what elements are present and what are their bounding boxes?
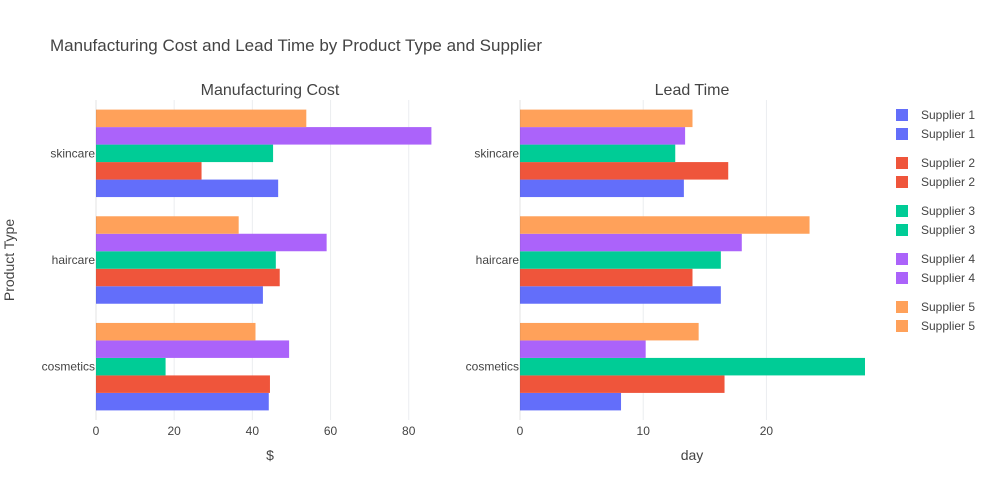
y-axis-title: Product Type xyxy=(1,219,17,301)
bar-skincare-supplier-2[interactable] xyxy=(96,162,202,180)
bar-haircare-supplier-1[interactable] xyxy=(96,286,263,304)
manufacturing-cost-panel: Manufacturing Cost $ 0 20 40 60 80 cosmetics h… xyxy=(42,82,432,463)
legend-swatch xyxy=(896,320,908,332)
bar-haircare-supplier-3[interactable] xyxy=(520,251,721,269)
legend-item-supplier-5[interactable]: Supplier 5 xyxy=(896,300,975,314)
legend-swatch xyxy=(896,224,908,236)
bar-cosmetics-supplier-3[interactable] xyxy=(96,357,166,376)
y-tick-label-haircare: haircare xyxy=(52,253,96,267)
bar-skincare-supplier-1[interactable] xyxy=(520,179,684,198)
legend-label: Supplier 5 xyxy=(921,319,975,333)
bar-haircare-supplier-4[interactable] xyxy=(520,233,742,252)
bar-cosmetics-supplier-2[interactable] xyxy=(520,375,725,393)
legend-swatch xyxy=(896,272,908,284)
legend-item-supplier-1[interactable]: Supplier 1 xyxy=(896,108,975,122)
legend-item-supplier-4[interactable]: Supplier 4 xyxy=(896,252,975,266)
bar-haircare-supplier-4[interactable] xyxy=(96,233,327,252)
bar-haircare-supplier-3[interactable] xyxy=(96,251,276,269)
bar-cosmetics-supplier-5[interactable] xyxy=(520,322,699,341)
bar-skincare-supplier-5[interactable] xyxy=(96,109,307,128)
bar-skincare-supplier-3[interactable] xyxy=(520,144,676,163)
legend-label: Supplier 3 xyxy=(921,223,975,237)
legend-label: Supplier 2 xyxy=(921,175,975,189)
bar-haircare-supplier-2[interactable] xyxy=(520,268,693,287)
bar-cosmetics-supplier-4[interactable] xyxy=(520,340,646,358)
lead-time-x-axis-title: day xyxy=(681,447,704,463)
x-tick-label: 10 xyxy=(637,424,651,438)
bar-skincare-supplier-4[interactable] xyxy=(520,127,686,145)
legend-item-supplier-4[interactable]: Supplier 4 xyxy=(896,271,975,285)
bar-haircare-supplier-1[interactable] xyxy=(520,286,721,304)
bar-skincare-supplier-3[interactable] xyxy=(96,144,274,163)
x-tick-label: 20 xyxy=(760,424,774,438)
bar-skincare-supplier-1[interactable] xyxy=(96,179,279,198)
legend-label: Supplier 1 xyxy=(921,127,975,141)
x-tick-label: 60 xyxy=(324,424,338,438)
bar-skincare-supplier-5[interactable] xyxy=(520,109,693,128)
y-tick-label-cosmetics: cosmetics xyxy=(466,360,519,374)
bar-cosmetics-supplier-3[interactable] xyxy=(520,357,865,376)
legend-label: Supplier 4 xyxy=(921,271,975,285)
legend-swatch xyxy=(896,301,908,313)
y-tick-label-haircare: haircare xyxy=(476,253,520,267)
legend-item-supplier-2[interactable]: Supplier 2 xyxy=(896,175,975,189)
bar-skincare-supplier-2[interactable] xyxy=(520,162,729,180)
bar-cosmetics-supplier-1[interactable] xyxy=(96,392,269,411)
legend-label: Supplier 5 xyxy=(921,300,975,314)
manufacturing-cost-x-axis-title: $ xyxy=(266,447,274,463)
bar-cosmetics-supplier-5[interactable] xyxy=(96,322,256,341)
manufacturing-cost-subplot-title: Manufacturing Cost xyxy=(201,82,340,99)
chart-title: Manufacturing Cost and Lead Time by Prod… xyxy=(50,36,542,55)
legend-swatch xyxy=(896,128,908,140)
legend-label: Supplier 1 xyxy=(921,108,975,122)
legend-item-supplier-5[interactable]: Supplier 5 xyxy=(896,319,975,333)
bar-haircare-supplier-5[interactable] xyxy=(520,216,810,234)
legend-item-supplier-3[interactable]: Supplier 3 xyxy=(896,223,975,237)
legend-item-supplier-1[interactable]: Supplier 1 xyxy=(896,127,975,141)
bar-cosmetics-supplier-2[interactable] xyxy=(96,375,270,393)
legend-item-supplier-3[interactable]: Supplier 3 xyxy=(896,204,975,218)
legend-swatch xyxy=(896,109,908,121)
bar-haircare-supplier-5[interactable] xyxy=(96,216,239,234)
bar-haircare-supplier-2[interactable] xyxy=(96,268,280,287)
bar-skincare-supplier-4[interactable] xyxy=(96,127,432,145)
y-tick-label-skincare: skincare xyxy=(50,146,95,160)
x-tick-label: 20 xyxy=(168,424,182,438)
legend-label: Supplier 3 xyxy=(921,204,975,218)
x-tick-label: 40 xyxy=(246,424,260,438)
x-tick-label: 0 xyxy=(517,424,524,438)
legend-label: Supplier 4 xyxy=(921,252,975,266)
x-tick-label: 80 xyxy=(402,424,416,438)
y-tick-label-cosmetics: cosmetics xyxy=(42,360,95,374)
y-tick-label-skincare: skincare xyxy=(474,146,519,160)
legend-label: Supplier 2 xyxy=(921,156,975,170)
lead-time-panel: Lead Time day 0 10 20 cosmetics haircare skin… xyxy=(466,82,865,463)
lead-time-subplot-title: Lead Time xyxy=(655,82,730,99)
legend-swatch xyxy=(896,157,908,169)
bar-cosmetics-supplier-4[interactable] xyxy=(96,340,290,358)
x-tick-label: 0 xyxy=(93,424,100,438)
legend-swatch xyxy=(896,176,908,188)
legend[interactable]: Supplier 1 Supplier 1 Supplier 2 Supplier 2… xyxy=(896,108,975,333)
legend-swatch xyxy=(896,205,908,217)
legend-swatch xyxy=(896,253,908,265)
bar-cosmetics-supplier-1[interactable] xyxy=(520,392,622,411)
legend-item-supplier-2[interactable]: Supplier 2 xyxy=(896,156,975,170)
